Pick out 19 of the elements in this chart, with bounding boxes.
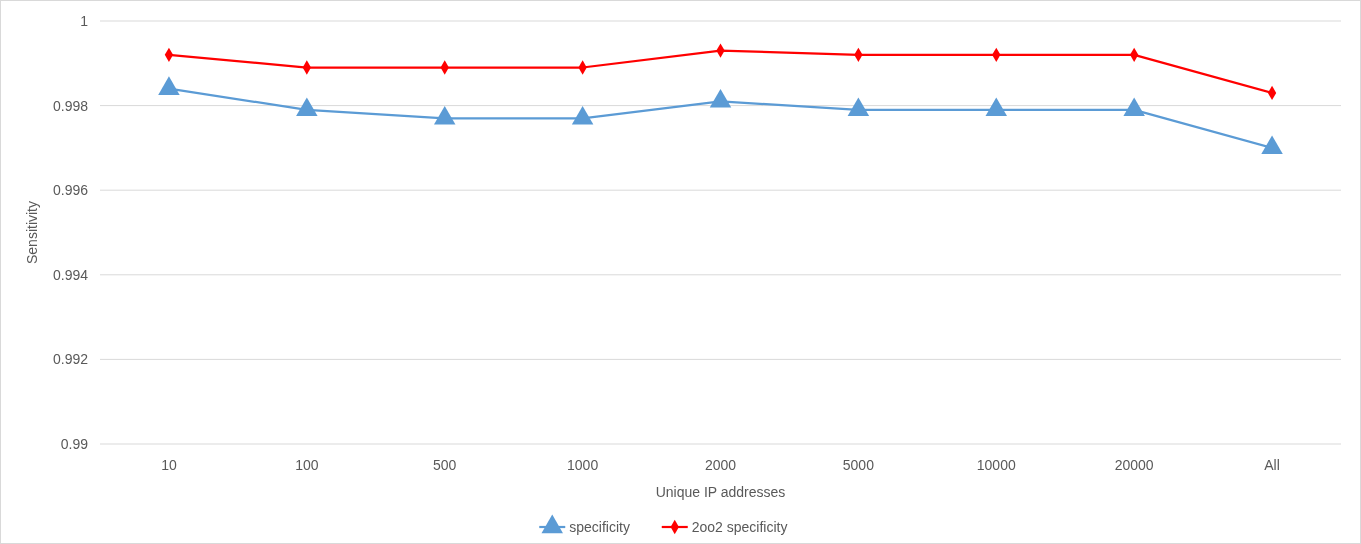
x-tick-label: 100: [295, 457, 319, 473]
x-tick-label: 1000: [567, 457, 599, 473]
legend-label: 2oo2 specificity: [691, 518, 788, 535]
x-tick-label: 10000: [976, 457, 1016, 473]
y-tick-label: 0.996: [52, 182, 89, 199]
y-tick-label: 0.99: [60, 435, 89, 452]
y-tick-label: 0.998: [52, 97, 89, 114]
x-tick-label: 20000: [1114, 457, 1154, 473]
y-tick-label: 1: [80, 12, 89, 29]
y-axis-title: Sensitivity: [24, 200, 40, 265]
x-tick-label: 500: [433, 457, 457, 473]
x-tick-label: 10: [161, 457, 177, 473]
y-tick-label: 0.994: [52, 266, 89, 283]
x-axis-title: Unique IP addresses: [655, 484, 786, 500]
y-tick-label: 0.992: [52, 351, 89, 368]
legend-label: specificity: [569, 518, 630, 535]
x-tick-label: 2000: [704, 457, 737, 473]
x-tick-label: 5000: [842, 457, 875, 473]
x-tick-label: All: [1264, 457, 1280, 473]
